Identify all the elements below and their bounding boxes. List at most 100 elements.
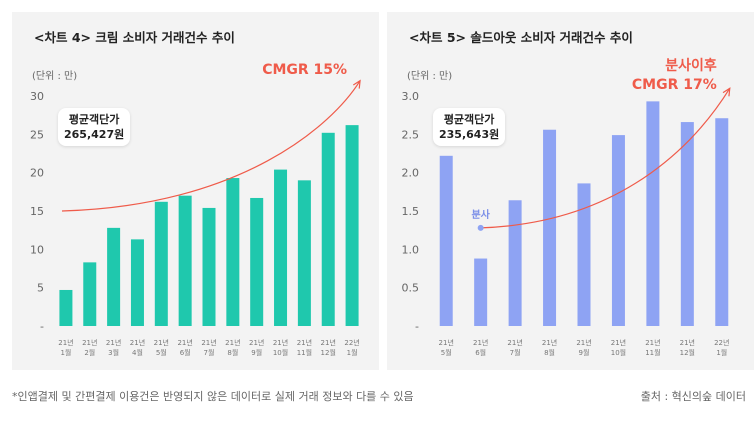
bar <box>250 197 264 326</box>
x-tick-year: 21년 <box>130 338 145 347</box>
y-tick-label: 20 <box>30 167 44 180</box>
y-tick-label: 30 <box>30 90 44 103</box>
split-point-label: 분사 <box>471 208 490 221</box>
x-tick-month: 5월 <box>156 348 167 357</box>
y-tick-label: 2.5 <box>402 128 420 141</box>
footnote: *인앱결제 및 간편결제 이용건은 반영되지 않은 데이터로 실제 거래 정보와… <box>12 390 414 403</box>
chart-title: <차트 4> 크림 소비자 거래건수 추이 <box>34 30 235 45</box>
x-tick-month: 9월 <box>579 348 590 357</box>
bar <box>680 122 694 326</box>
x-tick-year: 21년 <box>249 338 264 347</box>
bar <box>646 101 660 326</box>
bar <box>474 258 488 326</box>
x-tick-year: 22년 <box>714 338 729 347</box>
y-tick-label: 0.5 <box>402 282 420 295</box>
y-tick-label: 25 <box>30 128 44 141</box>
trend-arrowhead <box>722 87 731 97</box>
bar <box>321 132 335 326</box>
x-tick-year: 21년 <box>507 338 522 347</box>
bar <box>59 289 73 326</box>
y-tick-label: 10 <box>30 243 44 256</box>
x-tick-year: 21년 <box>611 338 626 347</box>
y-tick-label: 5 <box>37 282 44 295</box>
avg-price-value: 265,427원 <box>64 128 125 141</box>
x-tick-month: 8월 <box>227 348 238 357</box>
x-tick-year: 21년 <box>473 338 488 347</box>
y-tick-label: 1.5 <box>402 205 420 218</box>
bar <box>130 239 144 326</box>
x-tick-month: 1월 <box>716 348 727 357</box>
bar <box>543 129 557 326</box>
chart-title: <차트 5> 솔드아웃 소비자 거래건수 추이 <box>409 30 633 45</box>
y-tick-label: 2.0 <box>402 167 420 180</box>
bar <box>439 155 453 326</box>
x-tick-year: 21년 <box>542 338 557 347</box>
bar <box>274 169 288 326</box>
bar <box>345 125 359 326</box>
y-tick-label: - <box>40 320 44 333</box>
x-tick-year: 21년 <box>177 338 192 347</box>
x-tick-year: 21년 <box>225 338 240 347</box>
bar <box>715 118 729 326</box>
bar <box>508 200 522 326</box>
x-tick-year: 21년 <box>321 338 336 347</box>
trend-line <box>61 80 361 212</box>
x-tick-month: 6월 <box>180 348 191 357</box>
bar <box>178 195 192 326</box>
x-tick-month: 10월 <box>273 348 288 357</box>
x-tick-month: 6월 <box>475 348 486 357</box>
avg-price-value: 235,643원 <box>439 128 500 141</box>
x-tick-month: 2월 <box>84 348 95 357</box>
x-tick-month: 11월 <box>297 348 312 357</box>
source-note: 출처 : 혁신의숲 데이터 <box>640 390 746 403</box>
x-tick-month: 7월 <box>204 348 215 357</box>
x-tick-year: 21년 <box>645 338 660 347</box>
chart5-panel: <차트 5> 솔드아웃 소비자 거래건수 추이 (단위 : 만) 3.0 2.5 2.… <box>387 12 754 370</box>
x-tick-year: 21년 <box>58 338 73 347</box>
bar <box>297 180 311 326</box>
x-tick-month: 9월 <box>251 348 262 357</box>
bar <box>577 183 591 326</box>
x-tick-month: 5월 <box>441 348 452 357</box>
x-tick-month: 11월 <box>645 348 660 357</box>
x-tick-month: 12월 <box>680 348 695 357</box>
avg-price-box: 평균객단가 235,643원 <box>433 108 506 146</box>
x-tick-month: 1월 <box>60 348 71 357</box>
bar <box>226 178 240 326</box>
x-tick-month: 8월 <box>544 348 555 357</box>
x-tick-year: 21년 <box>82 338 97 347</box>
x-tick-year: 21년 <box>201 338 216 347</box>
chart4-plot: (단위 : 만)30252015105-21년1월21년2월21년3월21년4월… <box>30 62 361 357</box>
bar <box>83 262 97 326</box>
unit-label: (단위 : 만) <box>32 69 77 82</box>
x-tick-year: 21년 <box>297 338 312 347</box>
x-tick-year: 21년 <box>439 338 454 347</box>
x-tick-year: 21년 <box>273 338 288 347</box>
x-tick-year: 21년 <box>106 338 121 347</box>
x-tick-month: 1월 <box>347 348 358 357</box>
bar <box>107 227 121 326</box>
y-tick-label: - <box>415 320 419 333</box>
y-tick-label: 1.0 <box>402 243 420 256</box>
x-tick-month: 3월 <box>108 348 119 357</box>
split-point-marker <box>477 224 484 231</box>
bar <box>154 201 168 326</box>
unit-label: (단위 : 만) <box>407 69 452 82</box>
avg-price-box: 평균객단가 265,427원 <box>58 108 131 146</box>
trend-arrowhead <box>352 79 361 89</box>
x-tick-year: 22년 <box>344 338 359 347</box>
cmgr-label: CMGR 15% <box>262 62 347 78</box>
x-tick-year: 21년 <box>154 338 169 347</box>
y-tick-label: 3.0 <box>402 90 420 103</box>
x-tick-month: 4월 <box>132 348 143 357</box>
x-tick-year: 21년 <box>576 338 591 347</box>
x-tick-month: 12월 <box>321 348 336 357</box>
cmgr-label: 분사이후 <box>665 57 717 74</box>
x-tick-year: 21년 <box>680 338 695 347</box>
trend-line <box>480 88 731 229</box>
bar <box>611 135 625 326</box>
x-tick-month: 7월 <box>510 348 521 357</box>
avg-price-label: 평균객단가 <box>68 113 120 126</box>
chart4-panel: <차트 4> 크림 소비자 거래건수 추이 (단위 : 만) 30 25 20 15 10… <box>12 12 379 370</box>
x-tick-month: 10월 <box>611 348 626 357</box>
